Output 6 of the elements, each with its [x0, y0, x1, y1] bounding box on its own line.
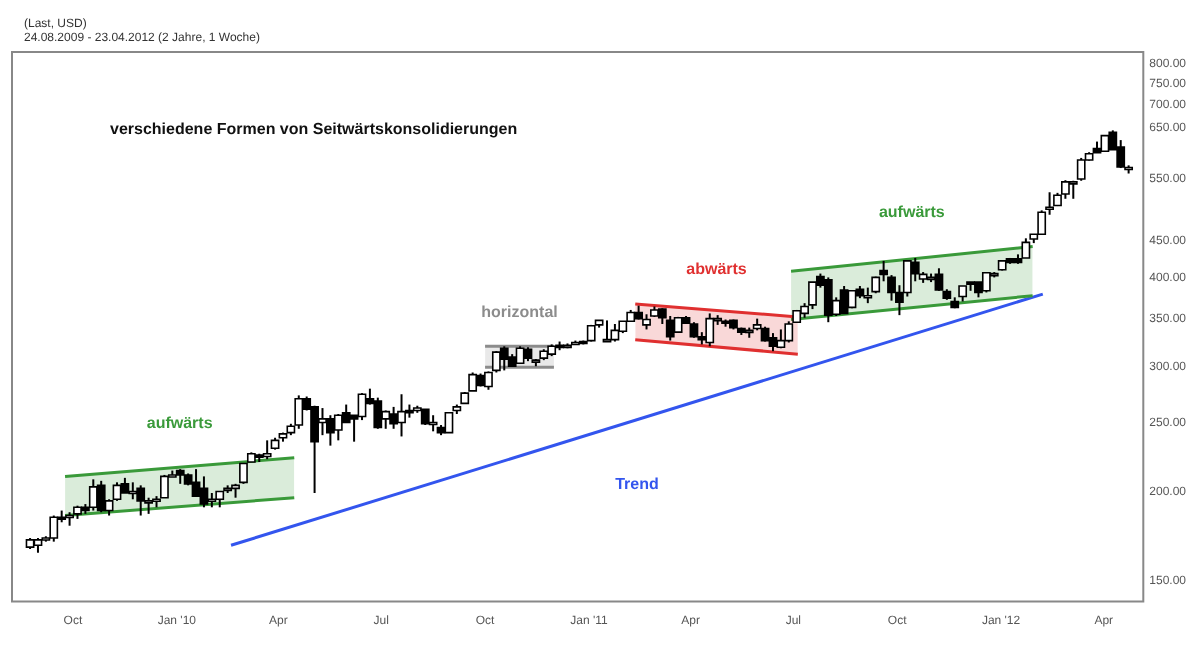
text: aufwärts [146, 414, 214, 433]
text: Trend [615, 475, 659, 494]
text: aufwärts [878, 202, 946, 221]
series-label: horizontal [481, 302, 558, 321]
series-label: abwärts [686, 260, 748, 279]
text: verschiedene Formen von Seitwärtskonsolidierungen [110, 120, 518, 139]
